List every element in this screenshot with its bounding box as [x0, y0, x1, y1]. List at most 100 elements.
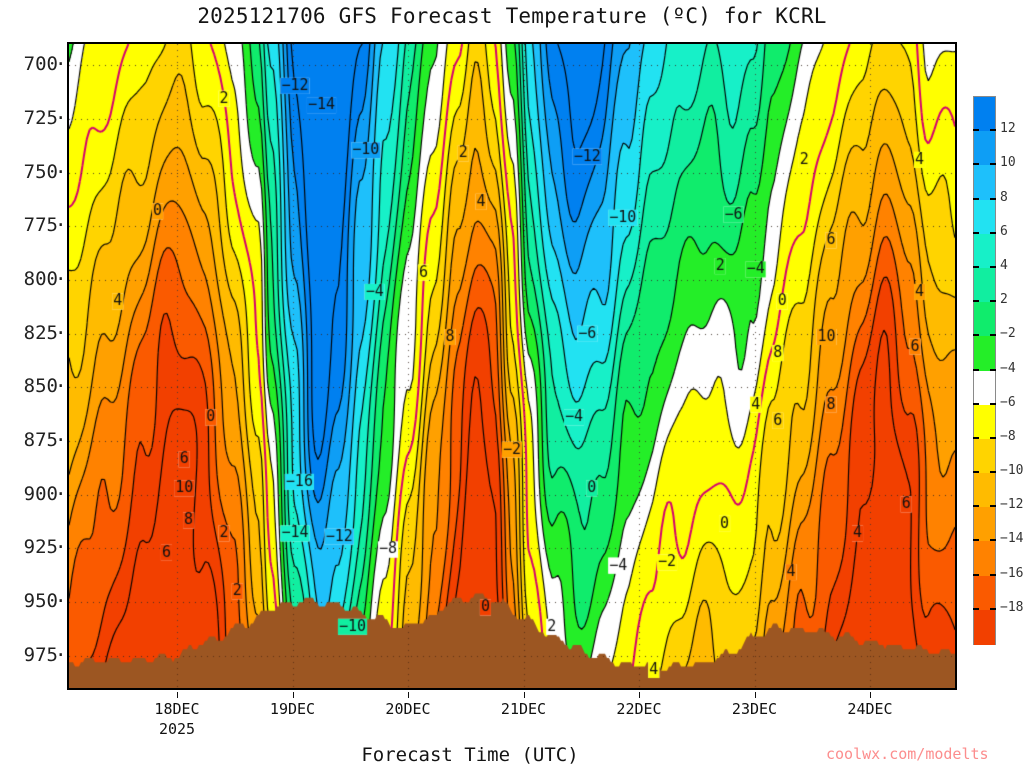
colorbar-segment [974, 97, 995, 132]
colorbar-tick [973, 607, 979, 610]
colorbar-tick [990, 573, 996, 576]
y-axis-tick-label: 900 [23, 482, 58, 505]
y-axis-tick-label: 700 [23, 53, 58, 76]
colorbar-tick [990, 231, 996, 234]
colorbar-tick-label: 8 [1000, 189, 1008, 205]
colorbar-tick-label: 10 [1000, 155, 1016, 171]
y-axis-tick-mark: · [55, 643, 67, 666]
x-axis-tick-mark [523, 692, 525, 698]
colorbar-tick [990, 368, 996, 371]
colorbar-segment [974, 199, 995, 235]
y-axis-tick-label: 950 [23, 590, 58, 613]
colorbar-segment [974, 267, 995, 303]
y-axis-tick-label: 800 [23, 268, 58, 291]
colorbar-tick [973, 334, 979, 337]
colorbar-tick [990, 471, 996, 474]
y-axis-tick-label: 975 [23, 643, 58, 666]
colorbar-tick-label: −2 [1000, 326, 1016, 342]
x-axis-tick-mark [754, 692, 756, 698]
colorbar-segment [974, 370, 995, 406]
y-axis-tick-label: 925 [23, 536, 58, 559]
x-axis-tick-label: 23DEC [731, 700, 778, 718]
y-axis-tick-label: 775 [23, 214, 58, 237]
colorbar-tick [990, 505, 996, 508]
colorbar-tick-label: −4 [1000, 360, 1016, 376]
y-axis-tick-mark: · [55, 107, 67, 130]
colorbar-tick [990, 197, 996, 200]
y-axis-tick-mark: · [55, 53, 67, 76]
colorbar-segment [974, 609, 995, 645]
y-axis-tick-mark: · [55, 321, 67, 344]
colorbar-tick [973, 573, 979, 576]
colorbar-segment [974, 336, 995, 372]
page-title: 2025121706 GFS Forecast Temperature (ºC)… [197, 4, 827, 28]
colorbar-segment [974, 575, 995, 611]
x-axis-tick-mark [177, 692, 178, 698]
y-axis-tick-label: 825 [23, 321, 58, 344]
colorbar-tick [990, 163, 996, 166]
colorbar-segment [974, 233, 995, 269]
colorbar-tick-label: −14 [1000, 531, 1024, 547]
x-axis-tick-label: 19DEC [269, 700, 316, 718]
colorbar-segment [974, 507, 995, 543]
colorbar-tick-label: −12 [1000, 497, 1024, 513]
colorbar-tick-label: 2 [1000, 292, 1008, 308]
colorbar-tick [973, 505, 979, 508]
x-axis-tick-mark [408, 692, 409, 698]
colorbar-tick [973, 436, 979, 439]
colorbar-tick-label: −8 [1000, 428, 1016, 444]
temperature-cross-section-canvas [69, 44, 955, 688]
y-axis-tick-mark: · [55, 268, 67, 291]
y-axis-tick-label: 750 [23, 160, 58, 183]
colorbar-tick-label: −16 [1000, 565, 1024, 581]
colorbar-tick [973, 471, 979, 474]
x-axis-tick-label: 24DEC [847, 700, 893, 718]
colorbar-tick [990, 129, 996, 132]
x-axis-tick-label: 22DEC [616, 700, 662, 718]
colorbar-tick-label: 6 [1000, 223, 1008, 239]
colorbar-tick [973, 197, 979, 200]
y-axis-tick-mark: · [55, 429, 67, 452]
colorbar-tick [973, 163, 979, 166]
colorbar-tick [973, 402, 979, 405]
colorbar-tick-label: 4 [1000, 257, 1008, 273]
colorbar-tick [973, 231, 979, 234]
colorbar-segment [974, 541, 995, 577]
colorbar-tick [973, 539, 979, 542]
colorbar-tick [990, 265, 996, 268]
y-axis-tick-mark: · [55, 482, 67, 505]
colorbar-segment [974, 131, 995, 166]
y-axis-tick-mark: · [55, 214, 67, 237]
colorbar-tick [990, 607, 996, 610]
colorbar-segment [974, 473, 995, 508]
colorbar-tick-label: 12 [1000, 121, 1016, 137]
x-axis-tick-mark [870, 692, 871, 698]
y-axis-tick-mark: · [55, 536, 67, 559]
x-axis-tick-label: 21DEC [500, 700, 547, 718]
colorbar-tick [973, 265, 979, 268]
y-axis-tick-label: 875 [23, 429, 58, 452]
colorbar-tick-label: −6 [1000, 394, 1016, 410]
colorbar [973, 96, 996, 645]
x-axis-tick-label: 20DEC [385, 700, 431, 718]
y-axis-tick-mark: · [55, 375, 67, 398]
colorbar-tick [990, 402, 996, 405]
y-axis-tick-mark: · [55, 590, 67, 613]
colorbar-tick [973, 129, 979, 132]
plot-area [67, 42, 957, 690]
x-axis-tick-label: 18DEC [154, 700, 200, 718]
colorbar-tick [990, 334, 996, 337]
x-axis-title: Forecast Time (UTC) [361, 744, 579, 766]
colorbar-tick [990, 436, 996, 439]
colorbar-segment [974, 404, 995, 440]
y-axis-tick-label: 725 [23, 107, 58, 130]
y-axis-tick-mark: · [55, 160, 67, 183]
colorbar-tick [990, 300, 996, 303]
x-axis-tick-mark [639, 692, 640, 698]
colorbar-tick-label: −18 [1000, 599, 1024, 615]
colorbar-tick [973, 300, 979, 303]
colorbar-tick-label: −10 [1000, 463, 1024, 479]
colorbar-segment [974, 302, 995, 337]
colorbar-segment [974, 165, 995, 201]
